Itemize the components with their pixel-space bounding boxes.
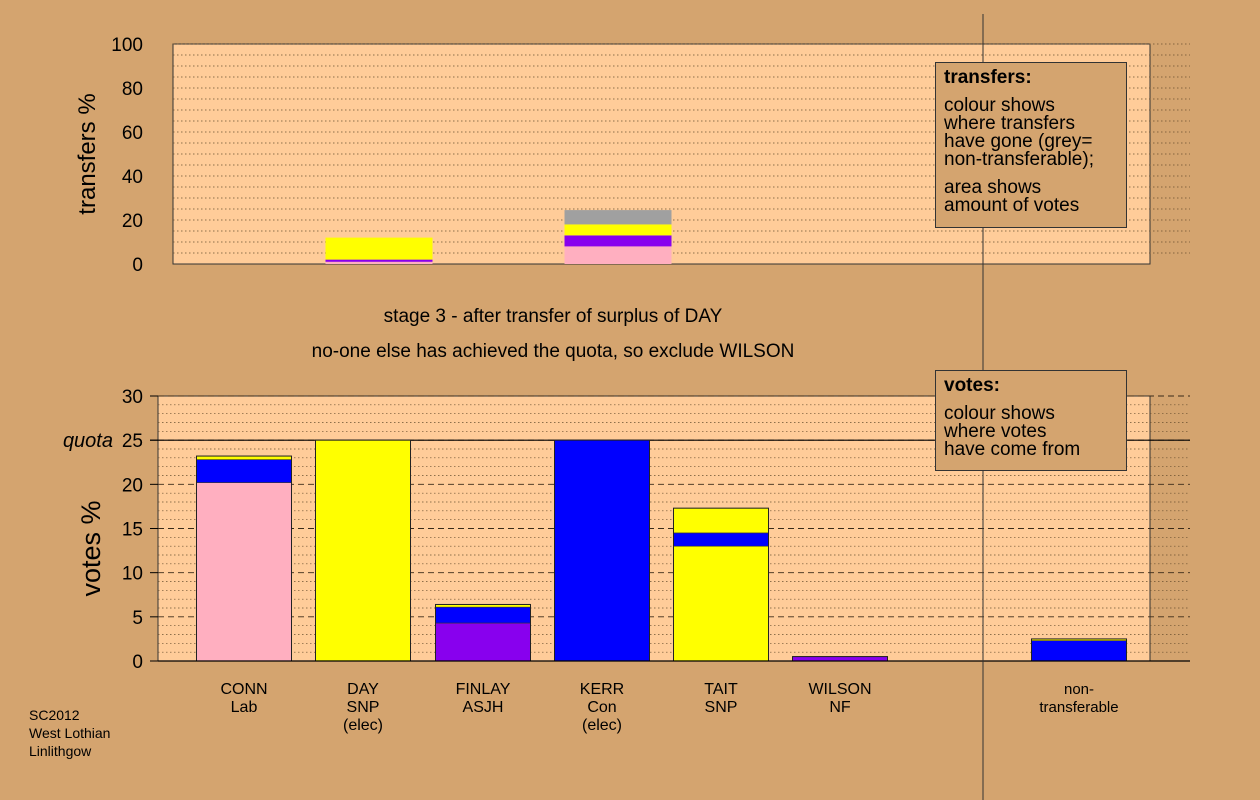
footer-label: SC2012 West Lothian Linlithgow (29, 706, 110, 760)
votes-legend-title: votes: (944, 375, 1000, 396)
votes-bar-segment (196, 482, 292, 662)
votes-legend-line: where votes (944, 421, 1047, 442)
category-label-party: SNP (347, 699, 380, 716)
transfers-legend-line: have gone (grey= (944, 131, 1093, 152)
category-label-name: non- (1064, 681, 1094, 698)
votes-y-tick-label: 5 (132, 608, 143, 629)
votes-y-tick-label: 0 (132, 652, 143, 673)
category-label-name: KERR (580, 681, 624, 698)
votes-bar-segment (554, 439, 650, 662)
transfers-y-tick-label: 100 (111, 35, 143, 56)
category-label-party: SNP (705, 699, 738, 716)
votes-y-tick-label: 30 (122, 387, 143, 408)
votes-bar-segment (673, 545, 769, 662)
quota-label: quota (63, 430, 113, 452)
transfers-legend-line: colour shows (944, 95, 1055, 116)
transfers-legend-line: where transfers (944, 113, 1075, 134)
transfers-bar-segment (325, 261, 433, 264)
votes-bar-segment (792, 656, 888, 662)
votes-bar-segment (315, 439, 411, 662)
votes-bar-segment (673, 532, 769, 547)
category-label-name: WILSON (808, 681, 871, 698)
transfers-y-tick-label: 80 (122, 79, 143, 100)
transfers-legend-line: non-transferable); (944, 149, 1094, 170)
transfers-bar-segment (564, 235, 672, 247)
transfers-y-tick-label: 40 (122, 167, 143, 188)
votes-y-tick-label: 15 (122, 520, 143, 541)
votes-bar-segment (435, 606, 531, 624)
votes-legend: votes: colour shows where votes have com… (935, 370, 1127, 471)
transfers-legend-title: transfers: (944, 67, 1032, 88)
votes-bar-segment (673, 507, 769, 534)
votes-legend-line: colour shows (944, 403, 1055, 424)
transfers-bar-segment (564, 246, 672, 264)
footer-line: SC2012 (29, 707, 80, 723)
votes-y-axis-label: votes % (76, 500, 106, 596)
votes-y-tick-label: 10 (122, 564, 143, 585)
footer-line: Linlithgow (29, 743, 92, 759)
votes-bar-segment (196, 455, 292, 460)
transfers-legend-line: amount of votes (944, 195, 1080, 216)
transfers-bar-segment (564, 210, 672, 225)
footer-line: West Lothian (29, 725, 111, 741)
votes-y-tick-label: 20 (122, 475, 143, 496)
category-label-name: TAIT (704, 681, 738, 698)
transfers-y-tick-label: 20 (122, 211, 143, 232)
transfers-bar-segment (325, 237, 433, 260)
category-label-note: (elec) (582, 717, 622, 734)
transfers-y-axis-label: transfers % (74, 93, 101, 214)
category-label-note: (elec) (343, 717, 383, 734)
votes-y-tick-label: 25 (122, 431, 143, 452)
category-label-name: CONN (220, 681, 267, 698)
stage-text-line2: no-one else has achieved the quota, so e… (312, 341, 795, 362)
category-label-name: DAY (347, 681, 379, 698)
votes-bar-segment (196, 459, 292, 483)
transfers-legend-line: area shows (944, 177, 1042, 198)
transfers-y-tick-label: 60 (122, 123, 143, 144)
category-label-party: Con (587, 699, 616, 716)
votes-legend-line: have come from (944, 439, 1081, 460)
transfers-legend: transfers: colour shows where transfers … (935, 62, 1127, 228)
transfers-bar-segment (564, 224, 672, 236)
transfers-y-tick-label: 0 (132, 255, 143, 276)
stage-text-line1: stage 3 - after transfer of surplus of D… (384, 306, 723, 327)
transfers-bar-segment (325, 259, 433, 262)
votes-bar-segment (435, 622, 531, 662)
category-label-name: FINLAY (456, 681, 511, 698)
category-label-party: NF (829, 699, 851, 716)
category-label-party: Lab (231, 699, 258, 716)
category-label-party: transferable (1039, 699, 1118, 716)
category-label-party: ASJH (463, 699, 504, 716)
votes-bar-segment (1031, 640, 1127, 662)
